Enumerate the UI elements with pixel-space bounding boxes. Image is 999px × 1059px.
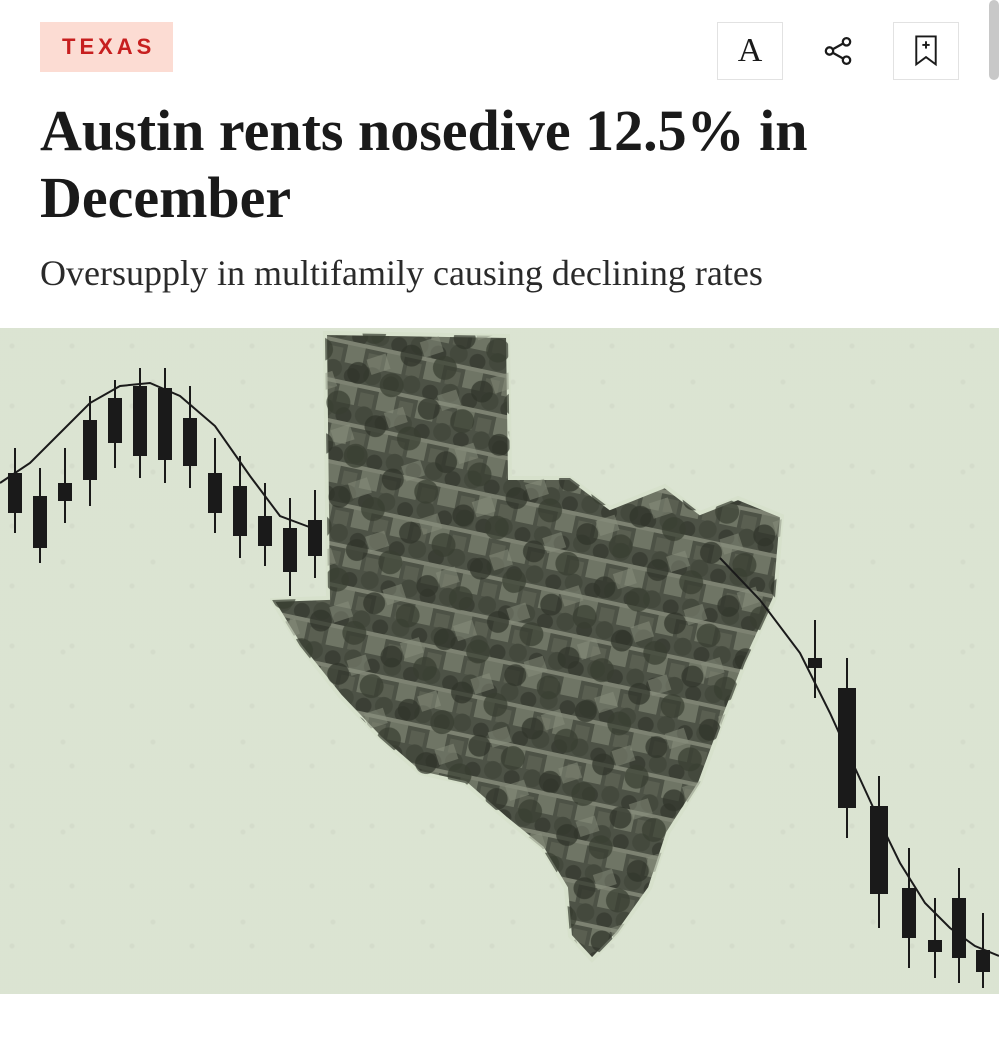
bookmark-button[interactable] [893, 22, 959, 80]
candlestick [928, 940, 942, 952]
article-actions: A [717, 22, 959, 80]
text-size-button[interactable]: A [717, 22, 783, 80]
bookmark-icon [911, 34, 941, 68]
hero-illustration [0, 328, 999, 994]
article-headline: Austin rents nosedive 12.5% in December [0, 80, 999, 231]
candlestick [808, 658, 822, 668]
candlestick [870, 806, 888, 894]
candlestick [233, 486, 247, 536]
candlestick [133, 386, 147, 456]
candlestick [976, 950, 990, 972]
article-header-row: TEXAS A [0, 0, 999, 80]
scroll-thumb[interactable] [989, 0, 999, 80]
candlestick [58, 483, 72, 501]
candlestick [308, 520, 322, 556]
candlestick [183, 418, 197, 466]
candlestick [208, 473, 222, 513]
candlestick [838, 688, 856, 808]
candlestick [33, 496, 47, 548]
candlestick [8, 473, 22, 513]
candlestick [283, 528, 297, 572]
candlestick [952, 898, 966, 958]
article-page: TEXAS A Au [0, 0, 999, 994]
candlestick [83, 420, 97, 480]
candlestick [108, 398, 122, 443]
text-size-icon: A [738, 34, 763, 68]
article-subhead: Oversupply in multifamily causing declin… [0, 231, 999, 328]
candlestick [902, 888, 916, 938]
share-button[interactable] [805, 22, 871, 80]
candlestick [158, 388, 172, 460]
share-icon [821, 34, 855, 68]
category-badge[interactable]: TEXAS [40, 22, 173, 72]
candlestick [258, 516, 272, 546]
trend-lines [0, 328, 999, 994]
